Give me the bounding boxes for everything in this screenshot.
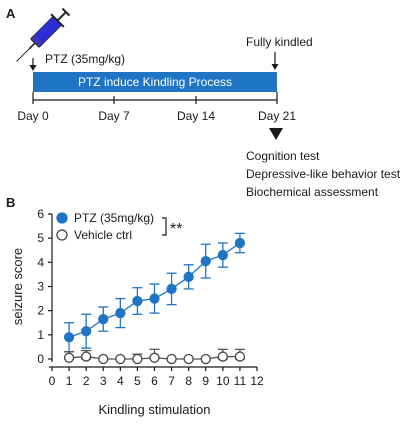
fully-kindled-label: Fully kindled <box>246 35 313 49</box>
x-tick-label: 0 <box>49 374 56 388</box>
end-arrow <box>271 52 279 70</box>
data-point <box>98 313 109 325</box>
day-label: Day 0 <box>17 109 49 123</box>
data-point <box>183 271 194 282</box>
day-label: Day 7 <box>98 109 130 123</box>
test-item: Cognition test <box>246 149 320 163</box>
x-axis-label: Kindling stimulation <box>98 402 210 417</box>
x-tick-label: 3 <box>100 374 107 388</box>
data-point <box>81 351 92 362</box>
legend-label: PTZ (35mg/kg) <box>74 211 154 225</box>
data-point <box>115 353 126 365</box>
x-tick-label: 10 <box>216 374 230 388</box>
drug-label: PTZ (35mg/kg) <box>45 52 125 66</box>
y-tick-label: 2 <box>37 304 44 318</box>
panel-a-label: A <box>6 6 16 21</box>
x-tick-label: 12 <box>250 374 264 388</box>
data-point <box>217 351 228 362</box>
data-point <box>63 332 75 343</box>
y-axis-label: seizure score <box>10 248 25 325</box>
y-tick-label: 6 <box>37 207 44 221</box>
process-label: PTZ induce Kindling Process <box>78 75 232 89</box>
data-point <box>234 237 246 249</box>
data-point <box>98 353 109 365</box>
y-tick-label: 0 <box>37 352 44 366</box>
data-point <box>200 255 211 267</box>
legend-marker <box>56 229 68 241</box>
significance-label: ** <box>170 221 182 238</box>
data-point <box>166 353 177 365</box>
x-tick-label: 11 <box>234 374 247 388</box>
data-point <box>132 295 143 307</box>
data-point <box>234 351 246 362</box>
x-tick-label: 8 <box>185 374 192 388</box>
process-bar <box>33 72 277 92</box>
y-tick-label: 3 <box>37 280 44 294</box>
x-tick-label: 4 <box>117 374 124 388</box>
day-label: Day 21 <box>258 109 296 123</box>
test-item: Depressive-like behavior test <box>246 167 401 181</box>
data-point <box>166 283 177 295</box>
x-tick-label: 1 <box>66 374 73 388</box>
test-item: Biochemical assessment <box>246 185 379 199</box>
x-tick-label: 6 <box>151 374 158 388</box>
data-point <box>132 353 143 365</box>
day-label: Day 14 <box>177 109 215 123</box>
x-tick-label: 9 <box>202 374 209 388</box>
data-point <box>217 249 228 261</box>
data-point <box>149 352 160 363</box>
legend-label: Vehicle ctrl <box>74 228 132 242</box>
data-point <box>81 326 92 337</box>
y-tick-label: 1 <box>37 328 44 342</box>
data-point <box>63 352 75 363</box>
x-tick-label: 5 <box>134 374 141 388</box>
y-tick-label: 5 <box>37 231 44 245</box>
significance-bracket <box>162 217 167 236</box>
y-tick-label: 4 <box>37 255 44 269</box>
data-point <box>183 353 194 365</box>
data-point <box>115 307 126 319</box>
x-tick-label: 7 <box>168 374 175 388</box>
syringe-icon <box>16 7 71 62</box>
start-arrow <box>29 58 37 71</box>
panel-b-label: B <box>6 195 15 210</box>
panel-a: A PTZ (35mg/kg) Fully kindled PTZ induce… <box>6 6 401 199</box>
tests-marker <box>269 128 283 140</box>
data-point <box>200 353 211 365</box>
legend-marker <box>56 212 68 224</box>
x-tick-label: 2 <box>83 374 90 388</box>
data-point <box>149 293 160 304</box>
